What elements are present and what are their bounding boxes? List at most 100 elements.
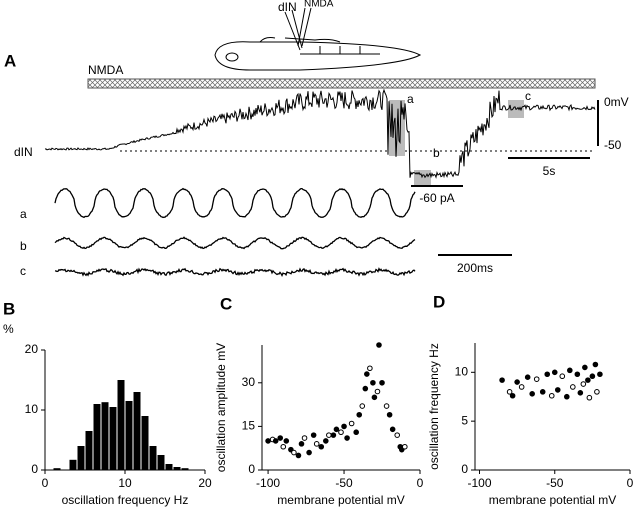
x-tick-label: 10 — [118, 476, 132, 490]
point — [291, 449, 297, 456]
drug-label: NMDA — [88, 63, 123, 77]
y-axis-label: oscillation amplitude mV — [214, 343, 228, 472]
point — [272, 438, 279, 444]
point — [383, 403, 390, 409]
point — [298, 441, 305, 447]
point — [265, 438, 271, 444]
point — [577, 390, 584, 396]
point — [323, 438, 329, 444]
point — [379, 379, 385, 386]
point — [586, 394, 593, 401]
point — [559, 373, 566, 380]
point — [295, 452, 302, 459]
x-axis-label: membrane potential mV — [489, 493, 616, 507]
bar — [133, 392, 141, 470]
point — [529, 391, 535, 397]
sweep-label: b — [20, 239, 27, 253]
point — [554, 387, 561, 393]
panel-label: B — [3, 299, 15, 318]
point — [359, 403, 366, 409]
y-tick-label: 10 — [455, 364, 469, 378]
point — [333, 426, 340, 433]
y-tick-label: 20 — [25, 342, 39, 356]
bar — [165, 464, 173, 470]
x-tick-label: 20 — [198, 476, 212, 490]
drug-bar — [87, 78, 596, 89]
point — [353, 429, 359, 436]
bar — [93, 404, 101, 470]
point — [499, 377, 505, 383]
point — [367, 365, 373, 372]
point — [574, 371, 581, 378]
bar — [69, 459, 77, 470]
y-axis-label: % — [3, 322, 14, 336]
marker-label: a — [407, 92, 414, 106]
point — [539, 389, 546, 395]
point — [567, 367, 573, 374]
point — [277, 435, 284, 441]
marker-label: c — [525, 89, 531, 103]
bar — [77, 446, 85, 470]
x-axis-label: membrane potential mV — [277, 493, 404, 507]
panel-label: C — [220, 294, 232, 313]
point — [386, 411, 393, 418]
point — [313, 441, 320, 447]
bar — [141, 416, 149, 470]
bar — [125, 401, 133, 470]
point — [356, 411, 363, 418]
sweep — [54, 267, 416, 278]
point — [326, 432, 332, 438]
scale-label: 200ms — [457, 261, 493, 275]
x-tick-label: -50 — [546, 476, 564, 490]
point — [518, 384, 525, 390]
point — [551, 369, 558, 376]
bar — [181, 468, 189, 470]
point — [344, 435, 350, 441]
panel-label: D — [433, 292, 445, 311]
point — [548, 392, 555, 399]
trace-label: dIN — [14, 145, 33, 159]
point — [589, 373, 596, 380]
bar — [101, 402, 109, 470]
y-tick-label: 30 — [242, 375, 256, 389]
marker-label: b — [433, 146, 440, 160]
trace — [44, 88, 596, 179]
y-tick-label: 15 — [242, 419, 256, 433]
point — [306, 449, 312, 456]
x-tick-label: 0 — [627, 476, 634, 490]
schematic — [214, 7, 422, 71]
point — [506, 389, 513, 395]
point — [524, 374, 531, 380]
bar — [173, 467, 181, 470]
point — [283, 438, 290, 444]
point — [533, 376, 540, 382]
bar — [53, 468, 61, 470]
point — [514, 379, 520, 385]
point — [585, 377, 591, 383]
bar — [157, 455, 165, 470]
y-tick-label: 0 — [248, 462, 255, 476]
sweep-label: a — [20, 207, 27, 221]
point — [318, 443, 325, 450]
highlight — [414, 170, 431, 186]
scale-label: 0mV — [604, 95, 629, 109]
panel-label: A — [4, 51, 16, 70]
point — [376, 342, 382, 348]
scale-label: 5s — [543, 164, 556, 178]
scale-label: -50 — [604, 138, 622, 152]
x-tick-label: 0 — [417, 476, 424, 490]
point — [374, 388, 381, 395]
bar — [149, 446, 157, 470]
x-axis-label: oscillation frequency Hz — [62, 493, 189, 507]
y-tick-label: 5 — [461, 413, 468, 427]
point — [338, 429, 344, 436]
x-tick-label: -100 — [467, 476, 491, 490]
point — [570, 384, 576, 390]
x-tick-label: 0 — [42, 476, 49, 490]
point — [341, 423, 347, 430]
point — [370, 379, 376, 386]
point — [597, 371, 603, 378]
sweep — [54, 187, 416, 219]
